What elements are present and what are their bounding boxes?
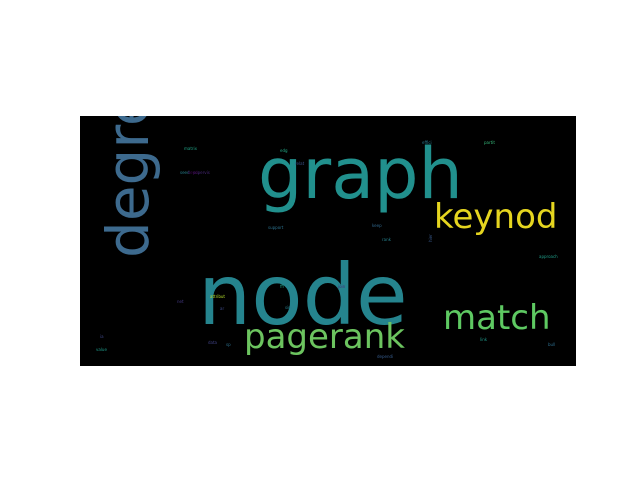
word-ia: ia [100, 334, 104, 339]
word-attribut: attribut [210, 294, 225, 299]
word-match: match [443, 298, 551, 338]
word-sp: sp [226, 342, 231, 347]
word-ar: ar [220, 306, 224, 311]
word-approach: approach [539, 254, 558, 259]
word-value: value [96, 347, 107, 352]
word-support: support [268, 225, 284, 230]
word-join: join [337, 284, 346, 289]
word-effici: effici [422, 140, 432, 145]
word-rank: rank [382, 237, 392, 242]
word-keyd: keyd [188, 170, 198, 175]
word-relat: relat [295, 161, 305, 166]
word-pagerank: pagerank [244, 317, 405, 357]
word-dependi: dependi [377, 354, 393, 359]
word-cloud-background [80, 116, 576, 366]
word-sim: sim [285, 305, 292, 310]
word-net: net [177, 299, 184, 304]
word-bull: bull [548, 342, 555, 347]
word-node: node [198, 246, 408, 344]
word-degre: degre [94, 116, 162, 258]
word-hier: hier [428, 234, 433, 242]
word-supervis: supervis [193, 170, 210, 175]
word-matrix: matrix [184, 146, 198, 151]
word-graph: graph [258, 133, 463, 215]
word-cloud-panel: node graph degre pagerank match keynod effici p… [80, 116, 576, 366]
word-keynod: keynod [434, 197, 557, 237]
word-link: link [480, 337, 488, 342]
word-edg: edg [280, 148, 288, 153]
word-keep: keep [372, 223, 382, 228]
word-ffi: ffi [280, 284, 284, 289]
word-cloud: node graph degre pagerank match keynod effici p… [80, 116, 576, 366]
word-partit: partit [484, 140, 495, 145]
word-seed: seed [180, 170, 190, 175]
word-data: data [208, 340, 218, 345]
